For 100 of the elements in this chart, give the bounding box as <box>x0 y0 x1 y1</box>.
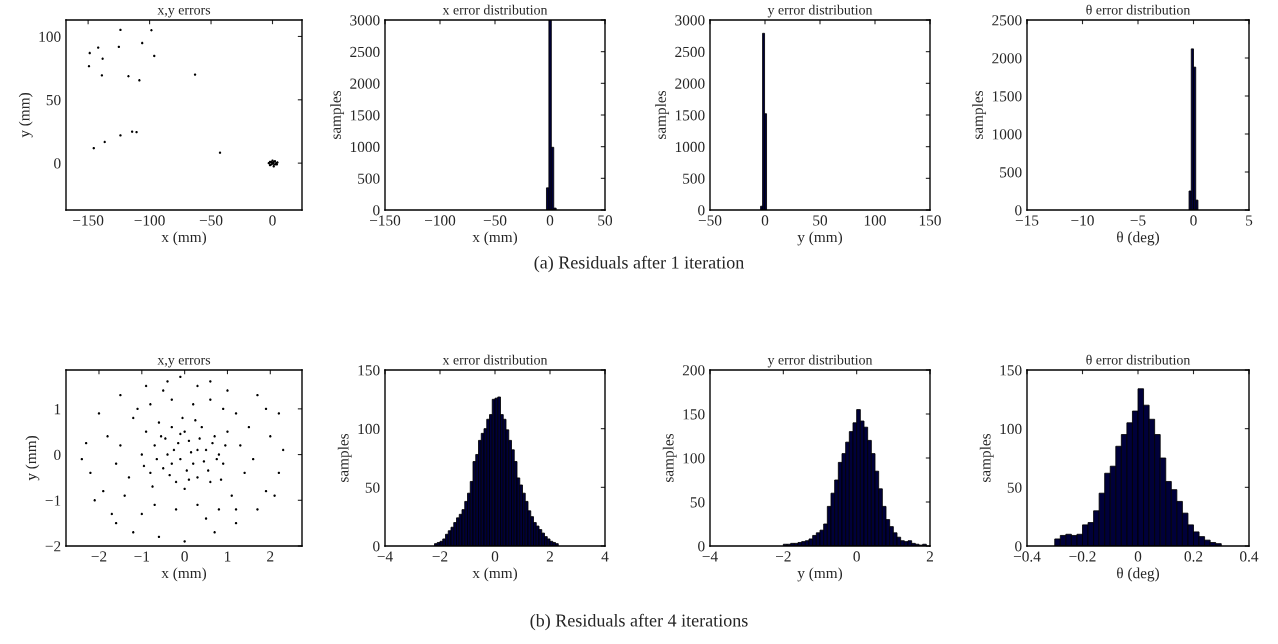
x-tick-label: −5 <box>1130 215 1146 226</box>
y-tick-label: 50 <box>365 482 380 493</box>
y-tick-label: 500 <box>683 173 705 184</box>
y-tick-label: 2000 <box>675 78 705 89</box>
x-tick-label: 0 <box>269 215 276 226</box>
y-tick-label: 0 <box>373 541 380 552</box>
y-tick-label: 100 <box>358 423 380 435</box>
x-axis-title: x (mm) <box>161 567 207 582</box>
x-tick-label: −0.2 <box>1069 551 1096 562</box>
y-tick-label: 2500 <box>350 46 380 58</box>
chart-title: θ error distribution <box>1086 4 1191 15</box>
x-tick-label: −100 <box>425 215 456 226</box>
text: (a) Residuals after 1 iteration <box>534 255 745 273</box>
x-axis-title: θ (deg) <box>1117 567 1160 582</box>
x-axis-title: x (mm) <box>472 231 518 246</box>
x-tick-label: −2 <box>432 551 448 562</box>
y-tick-label: 1500 <box>992 91 1022 102</box>
y-axis-title: samples <box>972 90 987 139</box>
chart-title: θ error distribution <box>1086 354 1191 365</box>
y-tick-label: 50 <box>46 94 61 106</box>
y-tick-label: −1 <box>45 495 61 506</box>
y-tick-label: 1500 <box>350 110 380 121</box>
x-tick-label: 50 <box>598 215 613 226</box>
x-tick-label: 2 <box>926 551 933 562</box>
chart-title: y error distribution <box>767 4 873 18</box>
y-tick-label: 2500 <box>992 15 1022 26</box>
x-tick-label: 0 <box>491 551 499 562</box>
x-tick-label: 0.2 <box>1184 551 1203 562</box>
y-tick-label: 100 <box>683 453 705 464</box>
y-tick-label: 1000 <box>350 141 380 153</box>
x-tick-label: 0 <box>853 551 860 562</box>
x-tick-label: −4 <box>702 551 718 562</box>
y-tick-label: 0 <box>54 158 61 169</box>
x-tick-label: 4 <box>601 551 609 562</box>
y-tick-label: 150 <box>683 409 705 420</box>
y-tick-label: 200 <box>682 365 705 376</box>
y-tick-label: 0 <box>698 541 705 552</box>
x-tick-label: −150 <box>73 215 104 226</box>
y-tick-label: 3000 <box>350 15 380 26</box>
x-tick-label: −4 <box>377 551 393 562</box>
x-tick-label: 2 <box>546 551 553 562</box>
chart-title: x error distribution <box>442 4 548 15</box>
y-tick-label: 0 <box>1015 205 1022 216</box>
y-tick-label: 3000 <box>675 15 705 26</box>
x-tick-label: 0 <box>546 215 554 226</box>
x-tick-label: 5 <box>1246 215 1253 226</box>
x-tick-label: 0 <box>1190 215 1197 226</box>
x-tick-label: −50 <box>483 215 507 226</box>
y-tick-label: 0 <box>373 205 380 216</box>
x-tick-label: −50 <box>698 215 722 226</box>
x-tick-label: 0 <box>1134 551 1142 562</box>
x-tick-label: −15 <box>1015 215 1039 226</box>
y-tick-label: 1000 <box>675 141 705 153</box>
chart-title: x error distribution <box>442 354 548 365</box>
x-axis-title: x (mm) <box>472 567 518 582</box>
x-tick-label: −150 <box>370 215 401 226</box>
y-tick-label: 50 <box>1007 482 1022 493</box>
x-tick-label: 0.4 <box>1240 551 1259 562</box>
chart-title: y error distribution <box>767 354 873 368</box>
x-tick-label: −50 <box>199 215 223 226</box>
y-tick-label: 100 <box>39 31 61 42</box>
x-tick-label: −2 <box>775 551 791 562</box>
y-tick-label: 500 <box>358 173 380 184</box>
x-tick-label: 0 <box>761 215 769 226</box>
y-tick-label: −2 <box>45 541 61 552</box>
y-tick-label: 0 <box>698 205 705 216</box>
y-tick-label: 1000 <box>992 129 1022 140</box>
x-tick-label: 1 <box>225 551 231 562</box>
x-tick-label: 2 <box>267 551 274 562</box>
chart-title: x,y errors <box>157 357 211 368</box>
y-axis-title: samples <box>655 90 670 139</box>
chart-title: x,y errors <box>157 7 211 18</box>
y-tick-label: 150 <box>358 365 380 376</box>
x-tick-label: −100 <box>134 215 165 226</box>
y-tick-label: 2000 <box>350 78 380 89</box>
x-tick-label: −2 <box>91 551 107 562</box>
x-tick-label: 0 <box>181 551 188 562</box>
y-tick-label: 100 <box>1000 423 1022 435</box>
x-tick-label: 150 <box>919 215 941 226</box>
y-axis-title: y (mm) <box>18 92 33 138</box>
y-axis-title: samples <box>979 433 994 482</box>
x-axis-title: y (mm) <box>797 567 843 582</box>
x-axis-title: θ (deg) <box>1117 231 1160 246</box>
y-tick-label: 500 <box>1000 167 1022 178</box>
y-tick-label: 0 <box>54 449 61 461</box>
y-axis-title: y (mm) <box>25 435 40 481</box>
y-tick-label: 2500 <box>675 46 705 58</box>
x-tick-label: 100 <box>864 215 886 226</box>
x-tick-label: −10 <box>1071 215 1094 226</box>
y-tick-label: 1 <box>54 404 61 415</box>
x-axis-title: y (mm) <box>797 231 843 246</box>
x-tick-label: 50 <box>813 215 828 226</box>
y-tick-label: 0 <box>1015 541 1022 552</box>
y-axis-title: samples <box>330 90 345 139</box>
text: (b) Residuals after 4 iterations <box>530 613 748 631</box>
x-tick-label: −0.4 <box>1013 551 1041 562</box>
y-tick-label: 50 <box>690 497 705 508</box>
y-tick-label: 2000 <box>992 53 1022 64</box>
y-axis-title: samples <box>662 433 677 482</box>
y-tick-label: 1500 <box>675 110 705 121</box>
